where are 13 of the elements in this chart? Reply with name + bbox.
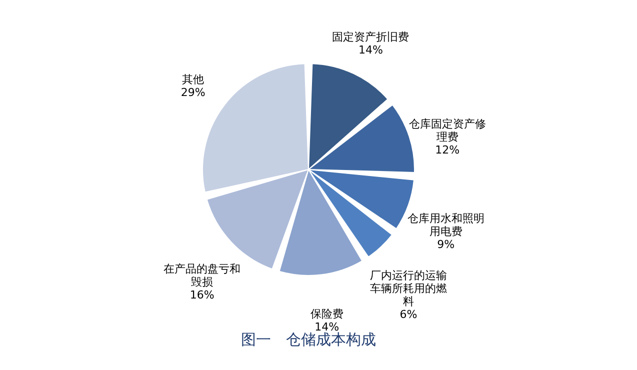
slice-label: 固定资产折旧费 (332, 30, 410, 44)
slice-label: 仓库固定资产修理费 (408, 117, 486, 144)
slice-label: 其他 (182, 73, 204, 86)
data-label: 12% (435, 143, 460, 156)
data-label: 6% (400, 308, 418, 321)
slice-label: 厂内运行的运输车辆所耗用的燃料 (370, 268, 447, 308)
data-label: 16% (190, 288, 214, 302)
slice-label: 在产品的盘亏和毁损 (164, 262, 241, 288)
data-label: 29% (180, 86, 206, 100)
slice-label: 保险费 (310, 307, 344, 320)
data-label: 14% (358, 43, 383, 56)
data-label: 9% (437, 238, 455, 251)
slice-label: 仓库用水和照明用电费 (407, 212, 484, 238)
